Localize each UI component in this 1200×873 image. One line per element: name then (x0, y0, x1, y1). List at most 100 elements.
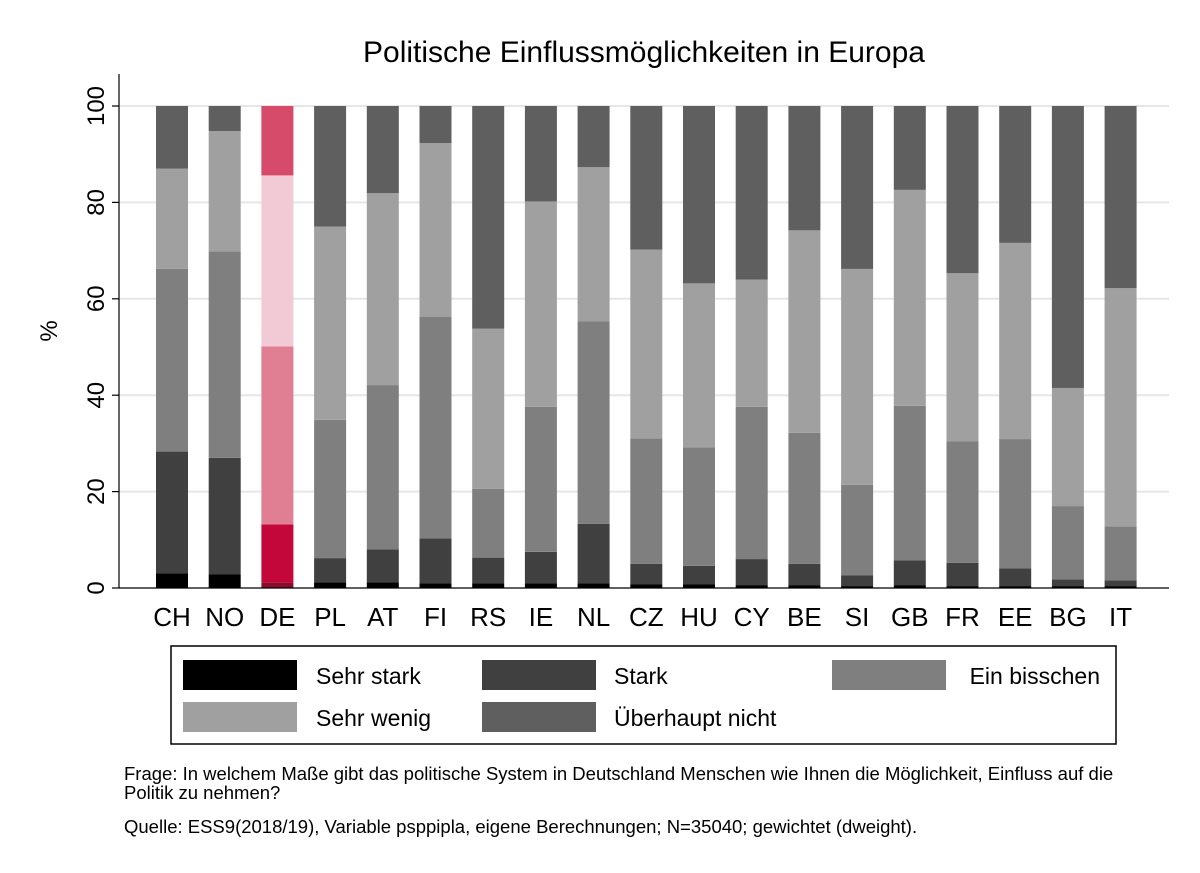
legend-swatch (183, 660, 297, 690)
bar-segment (208, 251, 241, 458)
bar-segment (261, 106, 294, 176)
bar-segment (683, 565, 715, 585)
bar-segment (366, 582, 399, 588)
x-tick-label: PL (314, 602, 346, 632)
x-tick-label: CH (153, 602, 191, 632)
bar-segment (735, 279, 768, 407)
bar-segment (735, 406, 768, 560)
bar-segment (893, 189, 926, 406)
y-tick-label: 100 (83, 86, 110, 126)
x-tick-label: CZ (629, 602, 664, 632)
bar-segment (735, 585, 768, 588)
bar-segment (946, 441, 979, 563)
bar-segment (208, 457, 241, 575)
bar-segment (630, 438, 663, 564)
bar-segment (630, 249, 663, 439)
bar-segment (261, 524, 294, 583)
bar-segment (472, 583, 505, 588)
legend-label: Ein bisschen (970, 663, 1100, 689)
x-tick-label: BE (787, 602, 822, 632)
bar-segment (1104, 106, 1137, 289)
x-tick-label: EE (998, 602, 1033, 632)
bar-segment (788, 563, 821, 586)
x-tick-label: CY (734, 602, 770, 632)
bar-segment (841, 484, 874, 576)
bar-segment (946, 273, 979, 442)
y-tick-label: 0 (83, 581, 110, 594)
x-tick-label: HU (680, 602, 718, 632)
bar-segment (841, 268, 874, 485)
bar-segment (156, 573, 188, 588)
bar-segment (156, 106, 188, 169)
bar-segment (366, 549, 399, 583)
bar-segment (261, 582, 294, 588)
bar-segment (893, 585, 926, 588)
bar-segment (524, 201, 557, 407)
bar-segment (524, 106, 557, 202)
bar-segment (946, 562, 979, 587)
bar-segment (788, 230, 821, 433)
legend-swatch (183, 702, 297, 732)
x-tick-label: FI (424, 602, 447, 632)
bar-segment (788, 432, 821, 564)
bar-segment (999, 439, 1032, 569)
x-tick-label: AT (367, 602, 398, 632)
bar-segment (208, 131, 241, 252)
legend-swatch (482, 702, 596, 732)
y-axis-label: % (36, 320, 63, 341)
bar-segment (208, 574, 241, 588)
bar-segment (524, 551, 557, 584)
bar-segment (999, 568, 1032, 587)
bar-segment (472, 328, 505, 489)
bar-segment (788, 106, 821, 231)
bar-segment (683, 584, 715, 588)
x-tick-label: BG (1049, 602, 1087, 632)
bar-segment (419, 583, 452, 588)
stacked-bar-chart: Politische Einflussmöglichkeiten in Euro… (36, 36, 1169, 745)
bar-segment (419, 106, 452, 144)
x-tick-label: IE (529, 602, 554, 632)
bar-segment (156, 451, 188, 574)
bars (156, 106, 1137, 588)
bar-segment (788, 585, 821, 588)
bar-segment (1104, 526, 1137, 581)
bar-segment (314, 419, 347, 559)
bar-segment (735, 559, 768, 586)
y-tick-label: 60 (83, 285, 110, 312)
bar-segment (683, 106, 715, 284)
legend: Sehr stark Stark Ein bisschen Sehr wenig Übe… (170, 645, 1117, 745)
bar-segment (946, 586, 979, 588)
x-tick-label: SI (845, 602, 870, 632)
bar-segment (946, 106, 979, 274)
bar-segment (999, 242, 1032, 440)
bar-segment (524, 583, 557, 588)
bar-segment (1051, 586, 1084, 588)
bar-segment (893, 106, 926, 190)
bar-segment (999, 106, 1032, 243)
legend-label: Stark (614, 663, 668, 689)
bar-segment (261, 346, 294, 525)
x-tick-label: DE (259, 602, 295, 632)
bar-segment (577, 523, 610, 584)
legend-swatch (482, 660, 596, 690)
bar-segment (524, 406, 557, 552)
bar-segment (1104, 288, 1137, 527)
bar-segment (841, 106, 874, 269)
bar-segment (577, 106, 610, 168)
y-tick-label: 80 (83, 189, 110, 216)
bar-segment (841, 586, 874, 588)
x-tick-label: IT (1109, 602, 1132, 632)
bar-segment (683, 283, 715, 448)
legend-label: Sehr stark (316, 663, 421, 689)
bar-segment (577, 321, 610, 524)
question-note: Frage: In welchem Maße gibt das politisc… (124, 763, 1114, 803)
bar-segment (1051, 106, 1084, 388)
bar-segment (577, 583, 610, 588)
axes: 0 20 40 60 80 100 CH NO DE PL AT FI RS IE NL CZ HU CY BE SI… (83, 74, 1169, 632)
x-tick-label: RS (470, 602, 506, 632)
bar-segment (1104, 580, 1137, 587)
bar-segment (156, 268, 188, 452)
bar-segment (366, 106, 399, 194)
bar-segment (419, 316, 452, 539)
bar-segment (630, 584, 663, 588)
